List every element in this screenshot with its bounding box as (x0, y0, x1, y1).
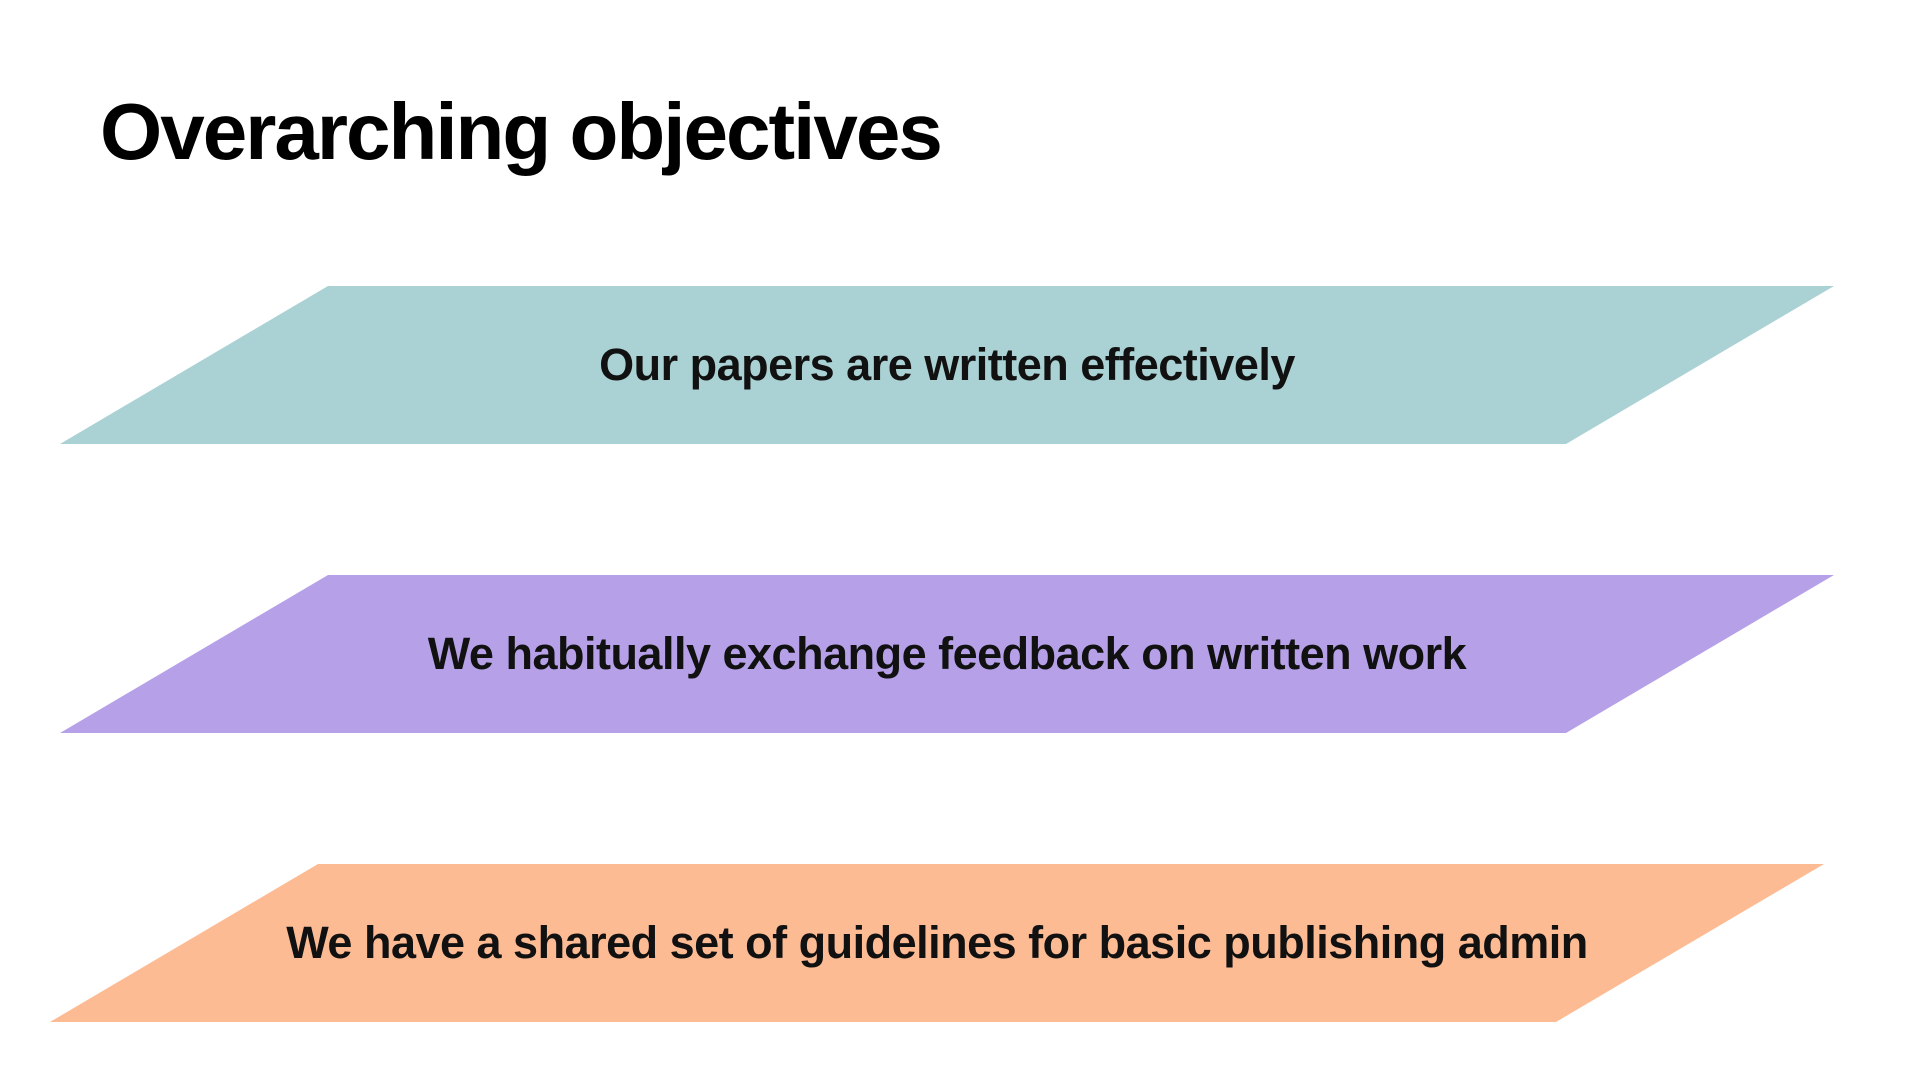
objective-label: We have a shared set of guidelines for b… (286, 917, 1588, 968)
objective-label: Our papers are written effectively (599, 339, 1295, 390)
objective-shape (60, 286, 1834, 444)
objective-shape (60, 575, 1834, 733)
objective-band-3: We have a shared set of guidelines for b… (50, 864, 1824, 1022)
objective-label: We habitually exchange feedback on writt… (427, 628, 1467, 679)
objective-band-2: We habitually exchange feedback on writt… (60, 575, 1834, 733)
slide-title: Overarching objectives (100, 87, 943, 176)
objective-band-1: Our papers are written effectively (60, 286, 1834, 444)
objective-shape (50, 864, 1824, 1022)
